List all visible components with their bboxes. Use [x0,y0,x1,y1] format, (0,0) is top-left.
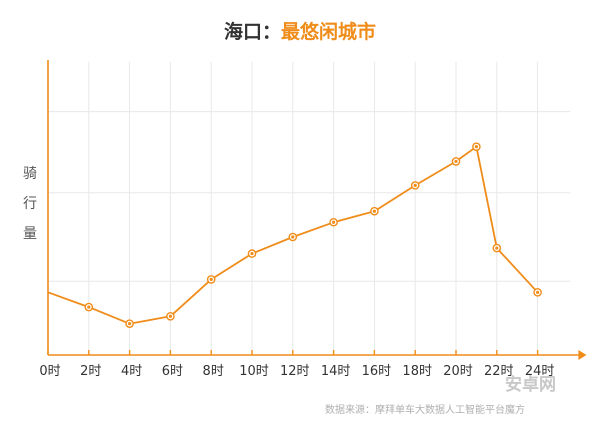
chart-title: 海口：最悠闲城市 [224,20,376,43]
data-point-center [87,305,91,309]
x-tick-label: 12时 [280,364,310,379]
x-tick-label: 14时 [321,364,351,379]
x-tick-labels: 0时 2时 4时 6时 8时 10时 12时 14时 16时 18时 20时 22时 24时 [39,364,554,379]
data-point-center [128,322,132,326]
data-point-center [413,183,417,187]
data-point-center [495,246,499,250]
x-tick-label: 2时 [80,364,101,379]
data-point-center [168,314,172,318]
data-point-center [372,209,376,213]
y-axis-label-char: 行 [23,196,37,212]
data-point-center [536,290,540,294]
title-city: 海口： [224,20,281,43]
y-axis-label-char: 量 [23,226,37,242]
y-axis-label-char: 骑 [23,166,37,182]
x-tick-label: 24时 [525,364,555,379]
data-point-center [291,235,295,239]
axis-layer [47,60,587,360]
x-tick-label: 6时 [162,364,183,379]
data-point-center [250,251,254,256]
x-tick-label: 16时 [362,364,392,379]
x-tick-label: 8时 [203,364,224,379]
data-point-center [454,159,458,164]
x-tick-label: 0时 [39,364,60,379]
grid-layer [48,62,571,355]
x-tick-label: 20时 [443,364,473,379]
watermark-logo: 安卓网 [505,374,556,395]
y-axis-label: 骑行量 [23,166,37,242]
x-tick-label: 18时 [402,364,432,379]
data-point-center [332,220,336,224]
x-axis-arrow-icon [578,350,587,360]
x-tick-label: 10时 [239,364,269,379]
source-note: 数据来源：摩拜单车大数据人工智能平台魔方 [325,403,525,416]
x-tick-label: 4时 [121,364,142,379]
title-highlight: 最悠闲城市 [281,20,376,43]
marker-layer [84,142,542,328]
x-tick-label: 22时 [484,364,514,379]
data-point-center [474,145,478,149]
data-point-center [209,277,213,282]
